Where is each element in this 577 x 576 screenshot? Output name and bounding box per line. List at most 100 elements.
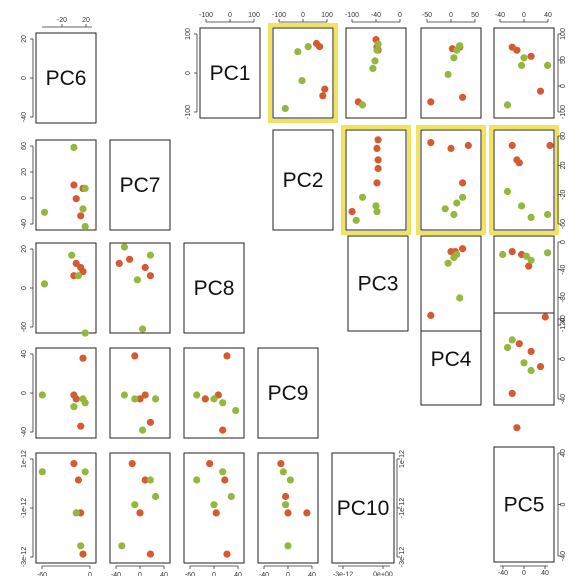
tick-label-100: -100 [199, 12, 213, 19]
tick-label-40: -40 [21, 112, 28, 122]
point-pc3-pc5-b-3 [544, 249, 552, 257]
tick-label-40: -40 [495, 12, 505, 19]
left-axis-pc10: 1e-12 -1e-12 -3e-12 [21, 450, 34, 567]
right-axis-pc4: 40 0 -40 [557, 315, 567, 404]
tick-label-50: 50 [560, 56, 567, 64]
point-pc3-pc4-b-0 [444, 259, 452, 267]
point-pc10-pc6-b-3 [81, 468, 89, 476]
point-pc10-pc9-a-1 [282, 492, 290, 501]
point-pc7-pc6-b-3 [81, 184, 89, 192]
point-pc1-pc4-a-0 [427, 98, 435, 106]
left-axis-pc9: 40 0 -40 [21, 350, 34, 437]
tick-label-40: 40 [160, 572, 168, 576]
tick-label-1e-12: -1e-12 [399, 498, 406, 518]
tick-label-20: -20 [560, 190, 567, 200]
diagonal-panel-pc2 [272, 129, 334, 231]
point-pc4-pc5-a-5 [541, 313, 549, 321]
tick-label-20: 20 [21, 35, 28, 43]
point-pc2-pc4-a-1 [447, 144, 455, 152]
tick-label-20: 20 [82, 17, 90, 24]
panel-pc1-vs-pc5 [493, 27, 555, 119]
point-pc3-pc5-a-2 [525, 262, 533, 270]
point-pc1-pc4-a-3 [459, 93, 467, 101]
tick-label-40: -40 [560, 551, 567, 561]
point-pc4-pc5-b-1 [508, 336, 516, 344]
point-pc1-pc2-a-3 [321, 85, 329, 93]
point-pc10-pc6-a-1 [74, 476, 82, 484]
point-pc9-pc7-b-2 [139, 426, 147, 434]
tick-label-20: -20 [57, 17, 67, 24]
tick-label-0: 0 [212, 572, 216, 576]
tick-label-60: -60 [37, 572, 47, 576]
diagonal-panel-pc6 [35, 32, 97, 124]
point-pc4-pc5-a-1 [513, 424, 521, 432]
bottom-axis-pc9: -40 0 40 [259, 565, 316, 576]
point-pc2-pc4-a-3 [464, 141, 472, 150]
point-pc4-pc5-b-0 [503, 343, 512, 352]
bottom-axis-pc10: -3e-12 0e+00 [333, 565, 393, 576]
highlight-pc2-pc5 [489, 125, 559, 235]
point-pc3-pc4-b-2 [453, 250, 461, 259]
tick-label-40: 40 [308, 572, 316, 576]
highlight-pc2-pc3 [341, 125, 411, 235]
point-pc2-pc3-a-1 [374, 156, 382, 164]
point-pc2-pc3-a-5 [374, 136, 382, 144]
point-pc2-pc5-b-1 [518, 202, 526, 210]
tick-label-40: 40 [544, 12, 552, 19]
point-pc1-pc4-b-3 [456, 42, 464, 50]
point-pc8-pc7-b-0 [120, 243, 128, 251]
point-pc10-pc9-a-2 [284, 509, 292, 517]
point-pc9-pc7-a-0 [131, 352, 139, 360]
point-pc2-pc3-a-0 [373, 144, 381, 152]
point-pc3-pc5-a-0 [508, 248, 516, 256]
point-pc2-pc3-a-4 [348, 208, 356, 216]
panel-pc9-vs-pc6 [35, 347, 97, 439]
point-pc10-pc7-a-0 [128, 460, 136, 468]
point-pc1-pc3-b-4 [374, 40, 382, 48]
tick-label-0: 0 [185, 71, 192, 75]
bottom-axis-pc8: -60 0 40 [185, 565, 242, 576]
diagonal-label-pc8: PC8 [194, 277, 235, 300]
point-pc10-pc6-b-0 [38, 468, 46, 476]
point-pc10-pc9-b-3 [286, 476, 294, 484]
point-pc10-pc7-a-1 [136, 509, 144, 517]
point-pc9-pc6-a-3 [79, 354, 87, 362]
tick-label-80: -80 [560, 292, 567, 302]
point-pc7-pc6-a-0 [70, 181, 78, 189]
diagonal-label-pc5: PC5 [504, 494, 545, 517]
point-pc10-pc6-a-0 [70, 460, 78, 468]
highlight-pc1-pc2 [268, 23, 338, 123]
point-pc9-pc7-a-1 [136, 395, 144, 403]
tick-label-100: -100 [272, 12, 286, 19]
tick-label-0: 0 [398, 12, 402, 19]
panel-pc8-vs-pc7 [109, 242, 171, 334]
tick-label-120: -120 [560, 318, 567, 332]
highlight-pc2-pc4 [416, 125, 486, 235]
point-pc1-pc5-b-2 [520, 54, 528, 62]
tick-label-100: -100 [185, 105, 192, 119]
tick-label-1e-12: 1e-12 [21, 450, 28, 468]
point-pc10-pc8-b-3 [227, 492, 235, 501]
left-axis-pc8: 20 0 -60 [21, 245, 34, 332]
tick-label-40: -40 [259, 572, 269, 576]
point-pc2-pc4-b-3 [459, 193, 467, 201]
point-pc9-pc7-b-0 [120, 391, 128, 399]
point-pc2-pc3-b-2 [352, 216, 360, 224]
tick-label-100: 100 [248, 12, 260, 19]
point-pc10-pc7-b-0 [118, 542, 126, 550]
point-pc10-pc7-b-3 [152, 492, 160, 501]
point-pc8-pc7-b-2 [139, 325, 147, 333]
point-pc1-pc5-b-3 [544, 61, 552, 69]
diagonal-label-pc3: PC3 [358, 273, 399, 296]
tick-label-0: 0 [228, 12, 232, 19]
point-pc8-pc7-b-1 [133, 276, 141, 284]
diagonal-label-pc10: PC10 [337, 497, 390, 520]
point-pc10-pc9-a-0 [277, 460, 285, 468]
point-pc8-pc6-a-3 [79, 268, 87, 276]
point-pc4-pc5-a-2 [515, 340, 523, 348]
tick-label-0: 0 [21, 196, 28, 200]
diagonal-panel-pc3 [347, 235, 409, 332]
point-pc2-pc3-a-2 [374, 164, 382, 173]
tick-label-0: 0 [560, 357, 567, 361]
tick-label-40: 40 [560, 449, 567, 457]
